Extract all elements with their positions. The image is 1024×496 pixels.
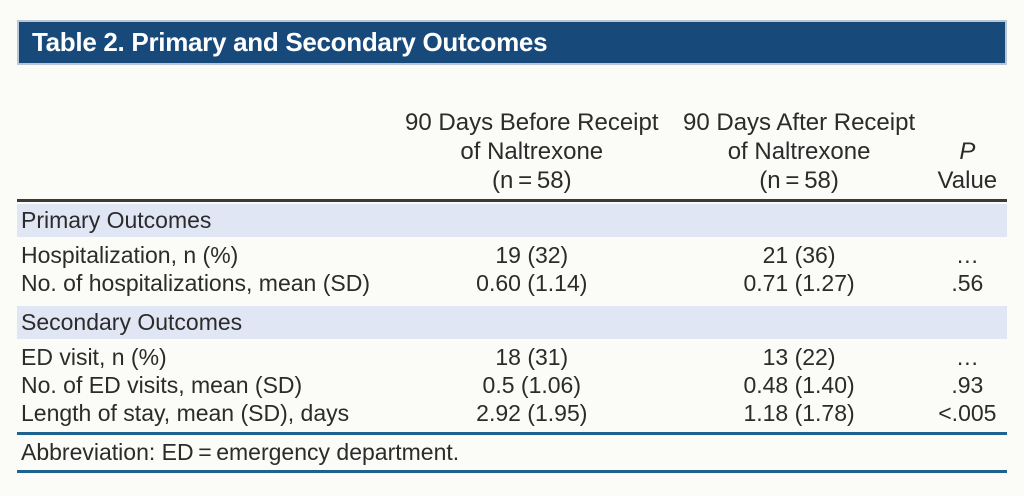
column-header-before-line3: (n = 58) <box>491 167 572 194</box>
cell-pvalue: … <box>955 241 979 268</box>
primary-outcomes-rows: Hospitalization, n (%) 19 (32) 21 (36) …… <box>17 241 1007 297</box>
cell-after: 1.18 (1.78) <box>743 399 855 426</box>
section-header-secondary-outcomes: Secondary Outcomes <box>17 306 1007 339</box>
row-label: No. of ED visits, mean (SD) <box>21 371 303 398</box>
column-header-pvalue: P Value <box>928 137 1007 195</box>
abbreviation-footnote: Abbreviation: ED = emergency department. <box>21 439 460 465</box>
cell-before: 2.92 (1.95) <box>476 399 588 426</box>
table-row: Hospitalization, n (%) 19 (32) 21 (36) … <box>17 241 1007 269</box>
column-header-after-line1: 90 Days After Receipt <box>683 109 916 136</box>
cell-pvalue: .93 <box>951 371 984 398</box>
footnote-top-rule <box>17 432 1007 435</box>
section-header-label: Primary Outcomes <box>21 207 212 233</box>
column-header-after-line3: (n = 58) <box>759 167 839 194</box>
column-header-before-line2: of Naltrexone <box>460 138 604 165</box>
column-header-p-value-word: Value <box>937 167 998 194</box>
row-label: Hospitalization, n (%) <box>21 241 239 268</box>
secondary-outcomes-rows: ED visit, n (%) 18 (31) 13 (22) … No. of… <box>17 343 1007 427</box>
section-header-primary-outcomes: Primary Outcomes <box>17 204 1007 237</box>
cell-before: 0.60 (1.14) <box>476 269 588 296</box>
cell-before: 0.5 (1.06) <box>482 371 581 398</box>
cell-pvalue: <.005 <box>938 399 997 426</box>
table-title-bar: Table 2. Primary and Secondary Outcomes <box>17 20 1007 65</box>
cell-after: 13 (22) <box>762 343 836 370</box>
cell-after: 21 (36) <box>762 241 836 268</box>
column-header-before: 90 Days Before Receipt of Naltrexone (n … <box>393 108 670 195</box>
cell-before: 18 (31) <box>495 343 569 370</box>
table-row: No. of ED visits, mean (SD) 0.5 (1.06) 0… <box>17 371 1007 399</box>
column-header-after-line2: of Naltrexone <box>727 138 871 165</box>
table-title: Table 2. Primary and Secondary Outcomes <box>32 27 548 57</box>
cell-after: 0.71 (1.27) <box>743 269 855 296</box>
footnote-row: Abbreviation: ED = emergency department. <box>17 435 1007 473</box>
column-header-before-line1: 90 Days Before Receipt <box>405 109 659 136</box>
table-row: ED visit, n (%) 18 (31) 13 (22) … <box>17 343 1007 371</box>
column-header-after: 90 Days After Receipt of Naltrexone (n =… <box>670 108 927 195</box>
column-header-p-symbol: P <box>959 138 976 165</box>
table-row: No. of hospitalizations, mean (SD) 0.60 … <box>17 269 1007 297</box>
column-header-row: 90 Days Before Receipt of Naltrexone (n … <box>17 108 1007 202</box>
cell-pvalue: .56 <box>951 269 984 296</box>
section-header-label: Secondary Outcomes <box>21 309 243 335</box>
cell-before: 19 (32) <box>495 241 569 268</box>
row-label: No. of hospitalizations, mean (SD) <box>21 269 370 296</box>
row-label: Length of stay, mean (SD), days <box>21 399 350 426</box>
table-row: Length of stay, mean (SD), days 2.92 (1.… <box>17 399 1007 427</box>
row-label: ED visit, n (%) <box>21 343 167 370</box>
cell-after: 0.48 (1.40) <box>743 371 855 398</box>
outcomes-table: 90 Days Before Receipt of Naltrexone (n … <box>17 100 1007 473</box>
cell-pvalue: … <box>955 343 979 370</box>
